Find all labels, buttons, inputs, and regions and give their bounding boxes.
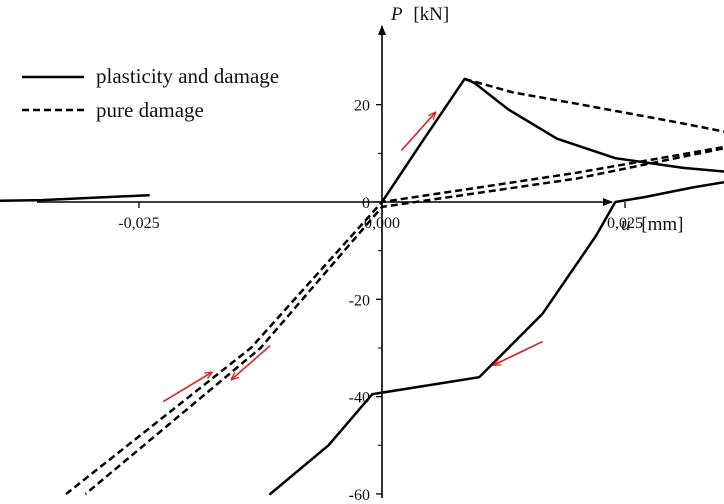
series-0-segment-1 xyxy=(371,180,724,396)
y-tick-label: 0 xyxy=(362,195,370,212)
direction-arrow-0 xyxy=(400,112,435,151)
y-tick-label: -60 xyxy=(349,487,370,504)
x-tick-label: 0,000 xyxy=(364,215,400,232)
series-1-segment-2 xyxy=(84,147,724,495)
legend: plasticity and damage pure damage xyxy=(22,64,279,122)
direction-arrow-2 xyxy=(162,372,212,403)
y-axis-symbol: P xyxy=(390,4,403,25)
series-1-segment-0 xyxy=(464,77,724,133)
y-tick-label: -40 xyxy=(349,390,370,407)
x-axis-label: u [mm] xyxy=(621,214,683,235)
series-0-segment-3 xyxy=(0,193,150,203)
legend-label-plasticity-and-damage: plasticity and damage xyxy=(96,64,279,88)
y-tick-label: -20 xyxy=(349,292,370,309)
x-tick-label: -0,025 xyxy=(118,215,159,232)
y-axis-label: P [kN] xyxy=(390,4,449,25)
x-tick-label: 0,025 xyxy=(607,215,643,232)
direction-arrow-3 xyxy=(231,344,271,380)
x-axis-symbol: u xyxy=(621,214,631,235)
y-axis-unit: [kN] xyxy=(413,4,449,25)
legend-label-pure-damage: pure damage xyxy=(96,98,204,122)
series-0-segment-0 xyxy=(380,77,724,204)
direction-arrow-4 xyxy=(494,340,543,365)
series-0-segment-2 xyxy=(268,392,374,496)
y-tick-label: 20 xyxy=(354,98,370,115)
series-1-segment-1 xyxy=(65,145,724,495)
x-axis-unit: [mm] xyxy=(641,214,683,235)
